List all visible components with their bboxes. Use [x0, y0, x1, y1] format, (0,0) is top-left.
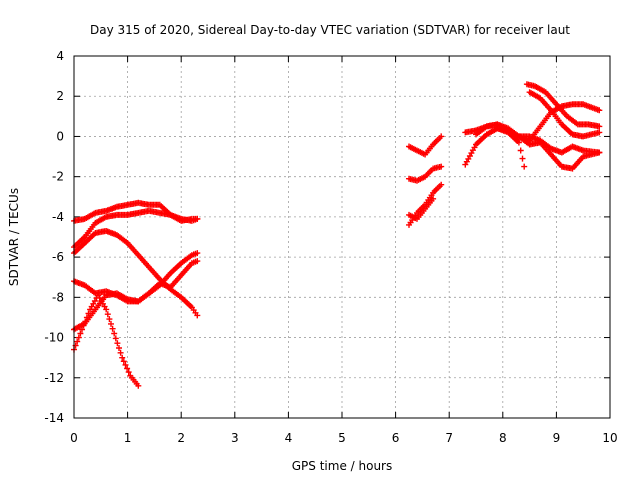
x-axis-title: GPS time / hours: [292, 459, 393, 473]
x-tick-label: 10: [602, 431, 617, 445]
x-tick-label: 3: [231, 431, 239, 445]
series-track-9: [406, 181, 445, 228]
data-point-track: [406, 195, 437, 222]
y-tick-label: -6: [52, 250, 64, 264]
y-tick-label: -2: [52, 170, 64, 184]
data-point-track: [494, 125, 603, 156]
series-track-6: [71, 292, 142, 389]
y-tick-label: 4: [56, 49, 64, 63]
plot-frame: [73, 55, 611, 419]
x-tick-label: 8: [499, 431, 507, 445]
tick-labels: 0 1 2 3 4 5 6 7 8 9 10 -14 -12 -10 -8 -6 -4 -2 0 2 4: [44, 49, 617, 445]
x-tick-label: 9: [553, 431, 561, 445]
data-point-track: [71, 292, 142, 389]
series-track-7: [406, 133, 445, 158]
y-tick-label: -12: [44, 371, 64, 385]
series-track-15: [523, 81, 603, 130]
x-tick-label: 7: [445, 431, 453, 445]
series-track-8: [406, 163, 445, 184]
y-tick-label: 0: [56, 129, 64, 143]
x-tick-label: 2: [177, 431, 185, 445]
x-tick-label: 5: [338, 431, 346, 445]
data-point-track: [526, 89, 603, 140]
data-point-track: [523, 81, 603, 130]
series-track-10: [406, 195, 437, 222]
x-tick-label: 0: [70, 431, 78, 445]
data-point-track: [406, 163, 445, 184]
data-point-track: [406, 133, 445, 158]
series-track-14: [494, 125, 603, 156]
y-tick-label: -8: [52, 290, 64, 304]
chart-title: Day 315 of 2020, Sidereal Day-to-day VTE…: [90, 23, 570, 37]
x-tick-label: 1: [124, 431, 132, 445]
series-track-16: [526, 89, 603, 140]
y-tick-label: -14: [44, 411, 64, 425]
data-point-track: [406, 181, 445, 228]
y-tick-label: -4: [52, 210, 64, 224]
x-tick-label: 4: [285, 431, 293, 445]
x-tick-label: 6: [392, 431, 400, 445]
y-axis-title: SDTVAR / TECUs: [7, 188, 21, 286]
data-marks: [71, 81, 603, 389]
y-tick-label: 2: [56, 89, 64, 103]
grid: [74, 56, 610, 418]
y-tick-label: -10: [44, 331, 64, 345]
